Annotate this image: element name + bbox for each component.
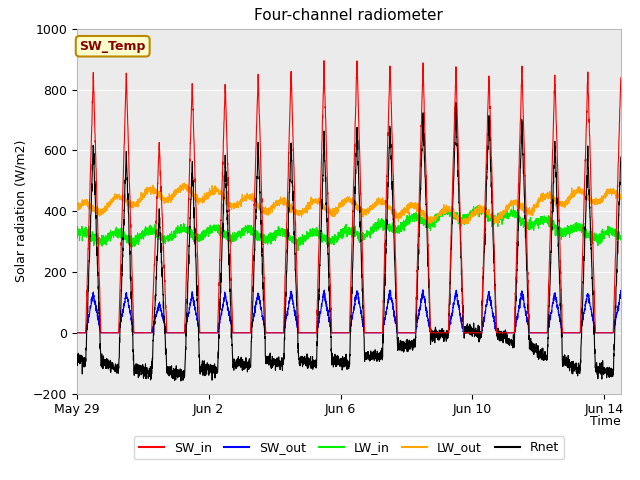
Title: Four-channel radiometer: Four-channel radiometer	[254, 9, 444, 24]
Text: SW_Temp: SW_Temp	[79, 40, 146, 53]
Text: Time: Time	[590, 416, 621, 429]
Legend: SW_in, SW_out, LW_in, LW_out, Rnet: SW_in, SW_out, LW_in, LW_out, Rnet	[134, 436, 564, 459]
Y-axis label: Solar radiation (W/m2): Solar radiation (W/m2)	[14, 140, 27, 282]
